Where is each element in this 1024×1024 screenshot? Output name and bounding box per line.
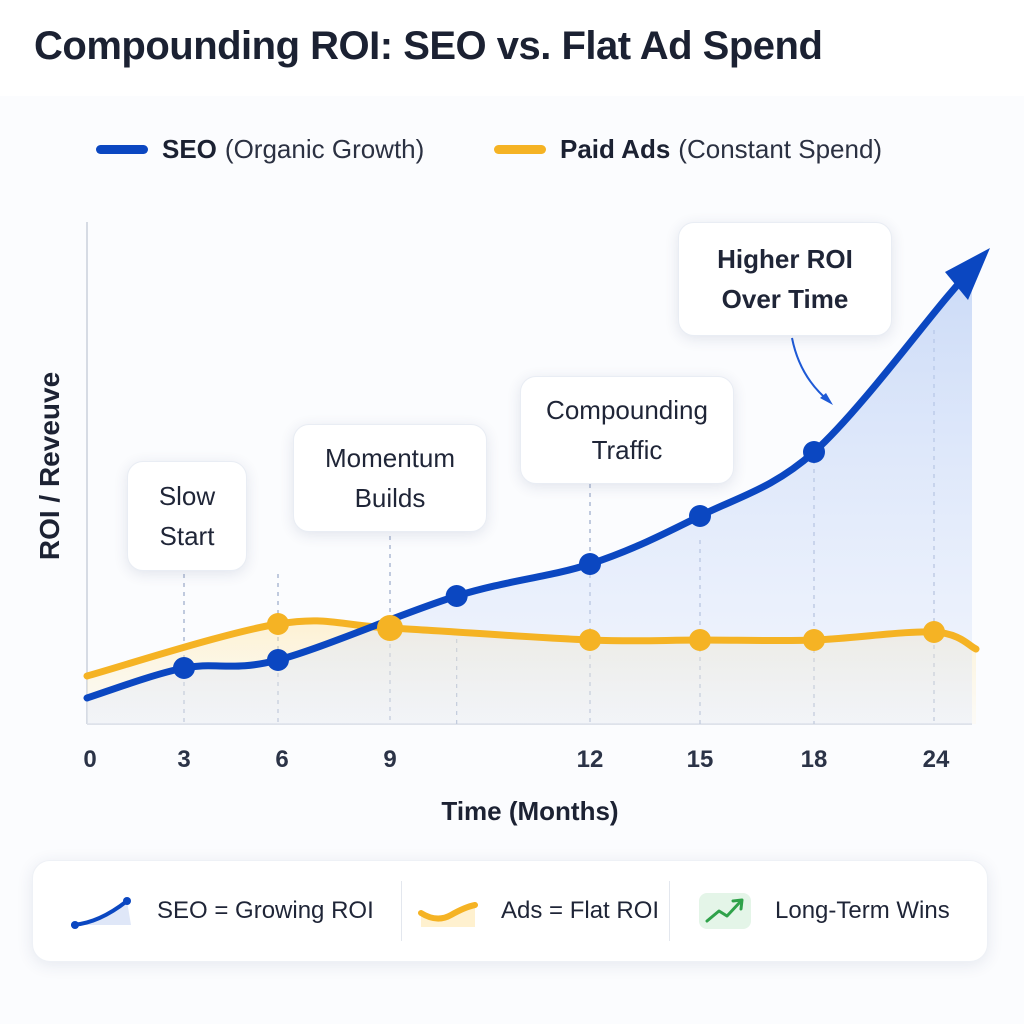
x-tick-label: 15 bbox=[686, 746, 714, 773]
legend-item-paid-ads: Paid Ads (Constant Spend) bbox=[494, 134, 882, 165]
ads-flat-icon bbox=[418, 902, 478, 927]
seo-curve-icon bbox=[71, 897, 131, 929]
legend-name: SEO bbox=[162, 134, 217, 164]
x-tick-label: 6 bbox=[275, 746, 289, 773]
legend-desc: (Organic Growth) bbox=[224, 134, 425, 164]
callout-line: Compounding bbox=[546, 395, 708, 425]
footer-divider bbox=[401, 881, 402, 941]
header-band bbox=[0, 0, 1024, 96]
x-tick-label: 18 bbox=[800, 746, 828, 773]
data-point-seo bbox=[267, 649, 289, 671]
legend-item-seo: SEO (Organic Growth) bbox=[96, 134, 424, 165]
footer-label: Ads = Flat ROI bbox=[501, 897, 660, 924]
x-tick-label: 0 bbox=[83, 746, 97, 773]
callout-line: Over Time bbox=[721, 284, 849, 314]
callout-compounding-traffic: Compounding Traffic bbox=[520, 376, 734, 484]
data-point-paid-ads bbox=[923, 621, 945, 643]
data-point-seo bbox=[445, 585, 468, 607]
footer-label: SEO = Growing ROI bbox=[157, 897, 374, 924]
data-point-paid-ads bbox=[689, 629, 711, 651]
callout-pointer-head bbox=[820, 393, 833, 405]
page-title: Compounding ROI: SEO vs. Flat Ad Spend bbox=[34, 24, 823, 68]
chart-legend: SEO (Organic Growth) Paid Ads (Constant … bbox=[0, 134, 1024, 174]
seo-area-fill bbox=[87, 270, 972, 724]
data-point-seo bbox=[173, 657, 195, 679]
data-point-seo bbox=[579, 553, 601, 575]
callout-line: Traffic bbox=[591, 435, 663, 465]
x-tick-label: 12 bbox=[576, 746, 604, 773]
callout-line: Momentum bbox=[324, 443, 456, 473]
footer-label: Long-Term Wins bbox=[775, 897, 950, 924]
callout-pointer bbox=[791, 337, 831, 403]
seo-arrowhead bbox=[945, 248, 990, 300]
legend-name: Paid Ads bbox=[560, 134, 671, 164]
footer-item-ads: Ads = Flat ROI bbox=[417, 861, 659, 961]
data-point-paid-ads bbox=[579, 629, 601, 651]
data-point-seo bbox=[803, 441, 825, 463]
callout-higher-roi: Higher ROI Over Time bbox=[678, 222, 892, 336]
data-point-paid-ads bbox=[267, 613, 289, 635]
callout-line: Builds bbox=[354, 483, 426, 513]
x-tick-label: 24 bbox=[922, 746, 950, 773]
callout-line: Higher ROI bbox=[717, 244, 853, 274]
x-tick-label: 9 bbox=[383, 746, 397, 773]
callout-line: Start bbox=[159, 521, 215, 551]
data-point-paid-ads bbox=[803, 629, 825, 651]
trend-up-icon bbox=[699, 893, 751, 929]
callout-line: Slow bbox=[158, 481, 216, 511]
summary-footer: SEO = Growing ROI Ads = Flat ROI Long-Te… bbox=[32, 860, 988, 962]
data-point-paid-ads bbox=[377, 615, 403, 641]
x-axis-label: Time (Months) bbox=[441, 796, 619, 826]
data-point-seo bbox=[689, 505, 711, 527]
callout-momentum-builds: Momentum Builds bbox=[293, 424, 487, 532]
y-axis-label: ROI / Reveuve bbox=[34, 371, 65, 561]
x-tick-label: 3 bbox=[177, 746, 191, 773]
legend-desc: (Constant Spend) bbox=[678, 134, 883, 164]
footer-divider bbox=[669, 881, 670, 941]
callout-slow-start: Slow Start bbox=[127, 461, 247, 571]
legend-swatch-ads bbox=[494, 145, 546, 154]
footer-item-seo: SEO = Growing ROI bbox=[69, 861, 374, 961]
footer-item-long-term: Long-Term Wins bbox=[697, 861, 950, 961]
legend-swatch-seo bbox=[96, 145, 148, 154]
